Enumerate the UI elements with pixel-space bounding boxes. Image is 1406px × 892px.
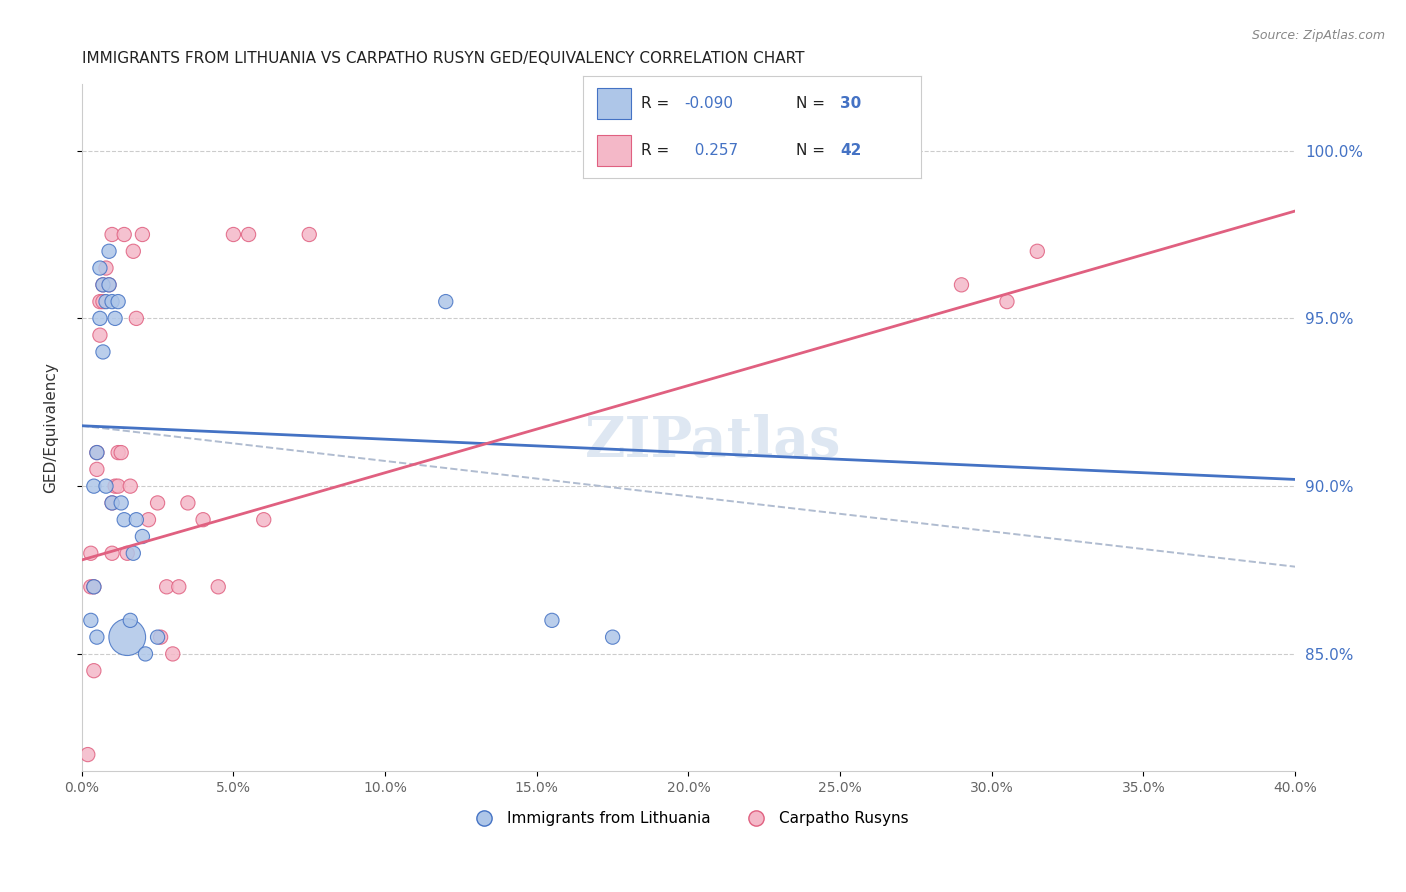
Point (80, 546, 103, 560)
Point (162, 647, 184, 661)
Point (122, 546, 145, 560)
Text: R =: R = (641, 96, 673, 111)
Point (80, 613, 103, 627)
Point (541, 613, 564, 627)
Point (94, 261, 117, 276)
Point (738, 144, 761, 158)
Point (91, 294, 114, 309)
Point (98, 277, 121, 292)
Point (83, 580, 105, 594)
Point (298, 227, 321, 242)
Text: 42: 42 (839, 144, 862, 158)
Point (122, 244, 145, 259)
Point (602, 630, 624, 644)
Point (995, 294, 1018, 309)
Text: R =: R = (641, 144, 673, 158)
Point (89, 328, 111, 343)
Point (80, 580, 103, 594)
Point (434, 294, 457, 309)
Point (191, 513, 214, 527)
Point (83, 580, 105, 594)
Legend: Immigrants from Lithuania, Carpatho Rusyns: Immigrants from Lithuania, Carpatho Rusy… (463, 805, 915, 832)
Point (222, 227, 245, 242)
Point (125, 311, 148, 326)
Point (98, 277, 121, 292)
FancyBboxPatch shape (598, 136, 631, 166)
Point (89, 294, 111, 309)
Point (98, 244, 121, 259)
Text: -0.090: -0.090 (685, 96, 734, 111)
Point (131, 227, 153, 242)
Point (89, 261, 111, 276)
Point (83, 479, 105, 493)
Text: N =: N = (796, 144, 830, 158)
Point (91, 277, 114, 292)
Point (146, 496, 169, 510)
Point (91, 277, 114, 292)
Point (94, 479, 117, 493)
Text: 0.257: 0.257 (685, 144, 738, 158)
Point (156, 580, 179, 594)
Point (238, 227, 260, 242)
Point (107, 294, 129, 309)
Point (120, 613, 142, 627)
Point (112, 513, 135, 527)
Point (207, 580, 229, 594)
Point (110, 496, 132, 510)
Point (115, 546, 138, 560)
Point (101, 496, 124, 510)
Point (253, 513, 276, 527)
Point (120, 479, 142, 493)
Text: Source: ZipAtlas.com: Source: ZipAtlas.com (1251, 29, 1385, 42)
Point (104, 479, 127, 493)
Text: ZIPatlas: ZIPatlas (585, 414, 841, 468)
Text: N =: N = (796, 96, 830, 111)
Point (177, 496, 200, 510)
Point (107, 445, 129, 459)
Point (167, 580, 190, 594)
Y-axis label: GED/Equivalency: GED/Equivalency (44, 362, 58, 493)
Point (101, 496, 124, 510)
Point (138, 513, 160, 527)
Point (107, 479, 129, 493)
Point (112, 227, 135, 242)
Point (83, 664, 105, 678)
Text: IMMIGRANTS FROM LITHUANIA VS CARPATHO RUSYN GED/EQUIVALENCY CORRELATION CHART: IMMIGRANTS FROM LITHUANIA VS CARPATHO RU… (82, 51, 804, 66)
Text: 30: 30 (839, 96, 862, 111)
Point (86, 445, 108, 459)
Point (86, 462, 108, 476)
Point (76, 747, 98, 762)
Point (101, 227, 124, 242)
Point (134, 647, 156, 661)
Point (94, 294, 117, 309)
Point (110, 445, 132, 459)
Point (89, 311, 111, 326)
Point (125, 513, 148, 527)
Point (86, 445, 108, 459)
Point (101, 546, 124, 560)
Point (1026, 244, 1049, 259)
Point (149, 630, 172, 644)
Point (950, 277, 973, 292)
Point (131, 529, 153, 543)
Point (104, 311, 127, 326)
Point (115, 630, 138, 644)
FancyBboxPatch shape (598, 88, 631, 119)
Point (146, 630, 169, 644)
Point (101, 294, 124, 309)
Point (86, 630, 108, 644)
Point (91, 345, 114, 359)
